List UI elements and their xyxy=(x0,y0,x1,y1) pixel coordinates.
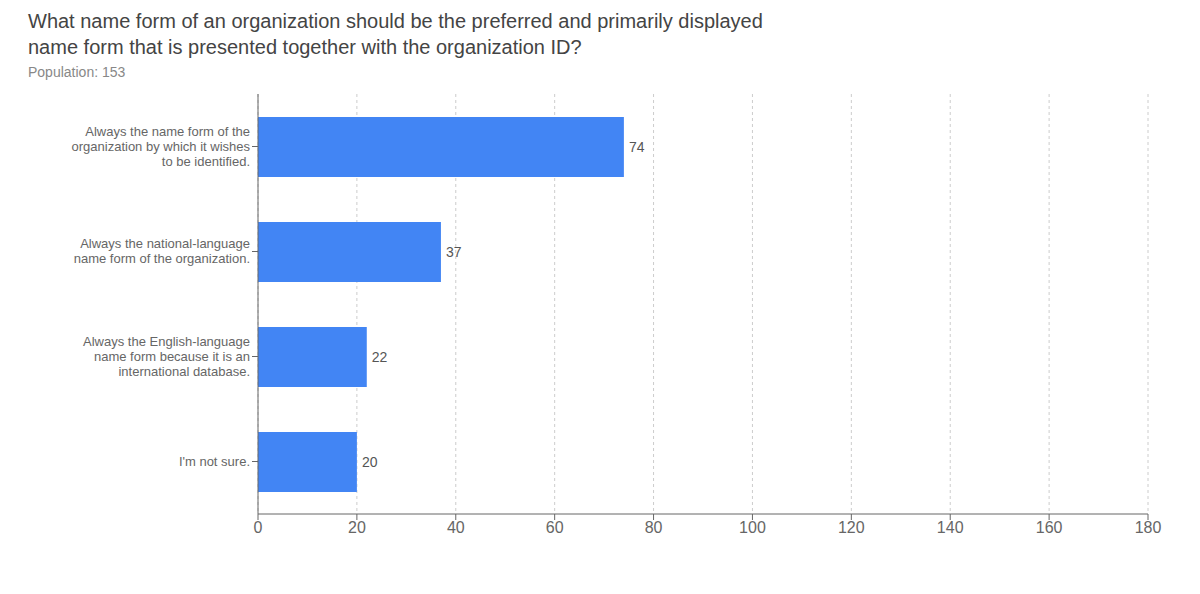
svg-text:120: 120 xyxy=(838,519,865,536)
svg-text:160: 160 xyxy=(1036,519,1063,536)
html-text:Population: 153: Population: 153 xyxy=(28,64,126,80)
svg-text:80: 80 xyxy=(645,519,663,536)
svg-text:180: 180 xyxy=(1135,519,1162,536)
svg-text:I'm not sure.: I'm not sure. xyxy=(179,454,250,469)
svg-text:74: 74 xyxy=(629,139,645,155)
svg-text:60: 60 xyxy=(546,519,564,536)
svg-text:22: 22 xyxy=(372,349,388,365)
svg-text:Always the English-languagenam: Always the English-languagename form bec… xyxy=(83,334,250,379)
svg-text:20: 20 xyxy=(362,454,378,470)
svg-text:100: 100 xyxy=(739,519,766,536)
svg-text:140: 140 xyxy=(937,519,964,536)
svg-text:Always the national-languagena: Always the national-languagename form of… xyxy=(74,236,250,266)
svg-text:20: 20 xyxy=(348,519,366,536)
svg-text:0: 0 xyxy=(254,519,263,536)
html-text:What name form of an organizat: What name form of an organization should… xyxy=(28,10,763,58)
svg-text:37: 37 xyxy=(446,244,462,260)
svg-text:Always the name form of theorg: Always the name form of theorganization … xyxy=(72,124,251,169)
svg-text:40: 40 xyxy=(447,519,465,536)
